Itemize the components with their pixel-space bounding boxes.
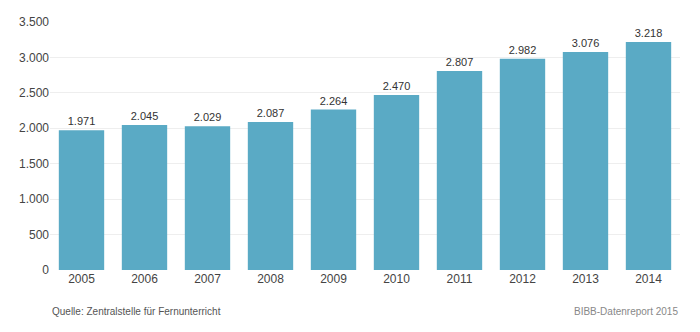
svg-text:2.087: 2.087: [257, 107, 285, 119]
svg-text:2.807: 2.807: [446, 56, 474, 68]
svg-text:2.500: 2.500: [19, 86, 49, 100]
svg-text:2012: 2012: [509, 272, 536, 286]
svg-text:1.500: 1.500: [19, 157, 49, 171]
svg-text:3.218: 3.218: [635, 27, 663, 39]
svg-text:2.982: 2.982: [509, 44, 537, 56]
svg-text:2.029: 2.029: [194, 111, 222, 123]
svg-text:2.264: 2.264: [320, 95, 348, 107]
svg-text:3.076: 3.076: [572, 37, 600, 49]
svg-text:2010: 2010: [383, 272, 410, 286]
svg-text:2.470: 2.470: [383, 80, 411, 92]
svg-text:2008: 2008: [257, 272, 284, 286]
svg-text:2006: 2006: [131, 272, 158, 286]
svg-text:1.000: 1.000: [19, 192, 49, 206]
svg-text:BIBB-Datenreport 2015: BIBB-Datenreport 2015: [574, 306, 678, 317]
svg-text:2014: 2014: [635, 272, 662, 286]
svg-text:0: 0: [42, 263, 49, 277]
svg-text:2009: 2009: [320, 272, 347, 286]
svg-text:2005: 2005: [68, 272, 95, 286]
svg-text:3.000: 3.000: [19, 51, 49, 65]
svg-text:2.000: 2.000: [19, 121, 49, 135]
svg-text:2013: 2013: [572, 272, 599, 286]
svg-text:2007: 2007: [194, 272, 221, 286]
svg-text:2.045: 2.045: [131, 110, 159, 122]
svg-text:Quelle: Zentralstelle für Fern: Quelle: Zentralstelle für Fernunterricht: [52, 306, 221, 317]
svg-text:3.500: 3.500: [19, 15, 49, 29]
svg-text:1.971: 1.971: [68, 115, 96, 127]
svg-text:2011: 2011: [447, 272, 473, 286]
svg-text:500: 500: [29, 228, 49, 242]
